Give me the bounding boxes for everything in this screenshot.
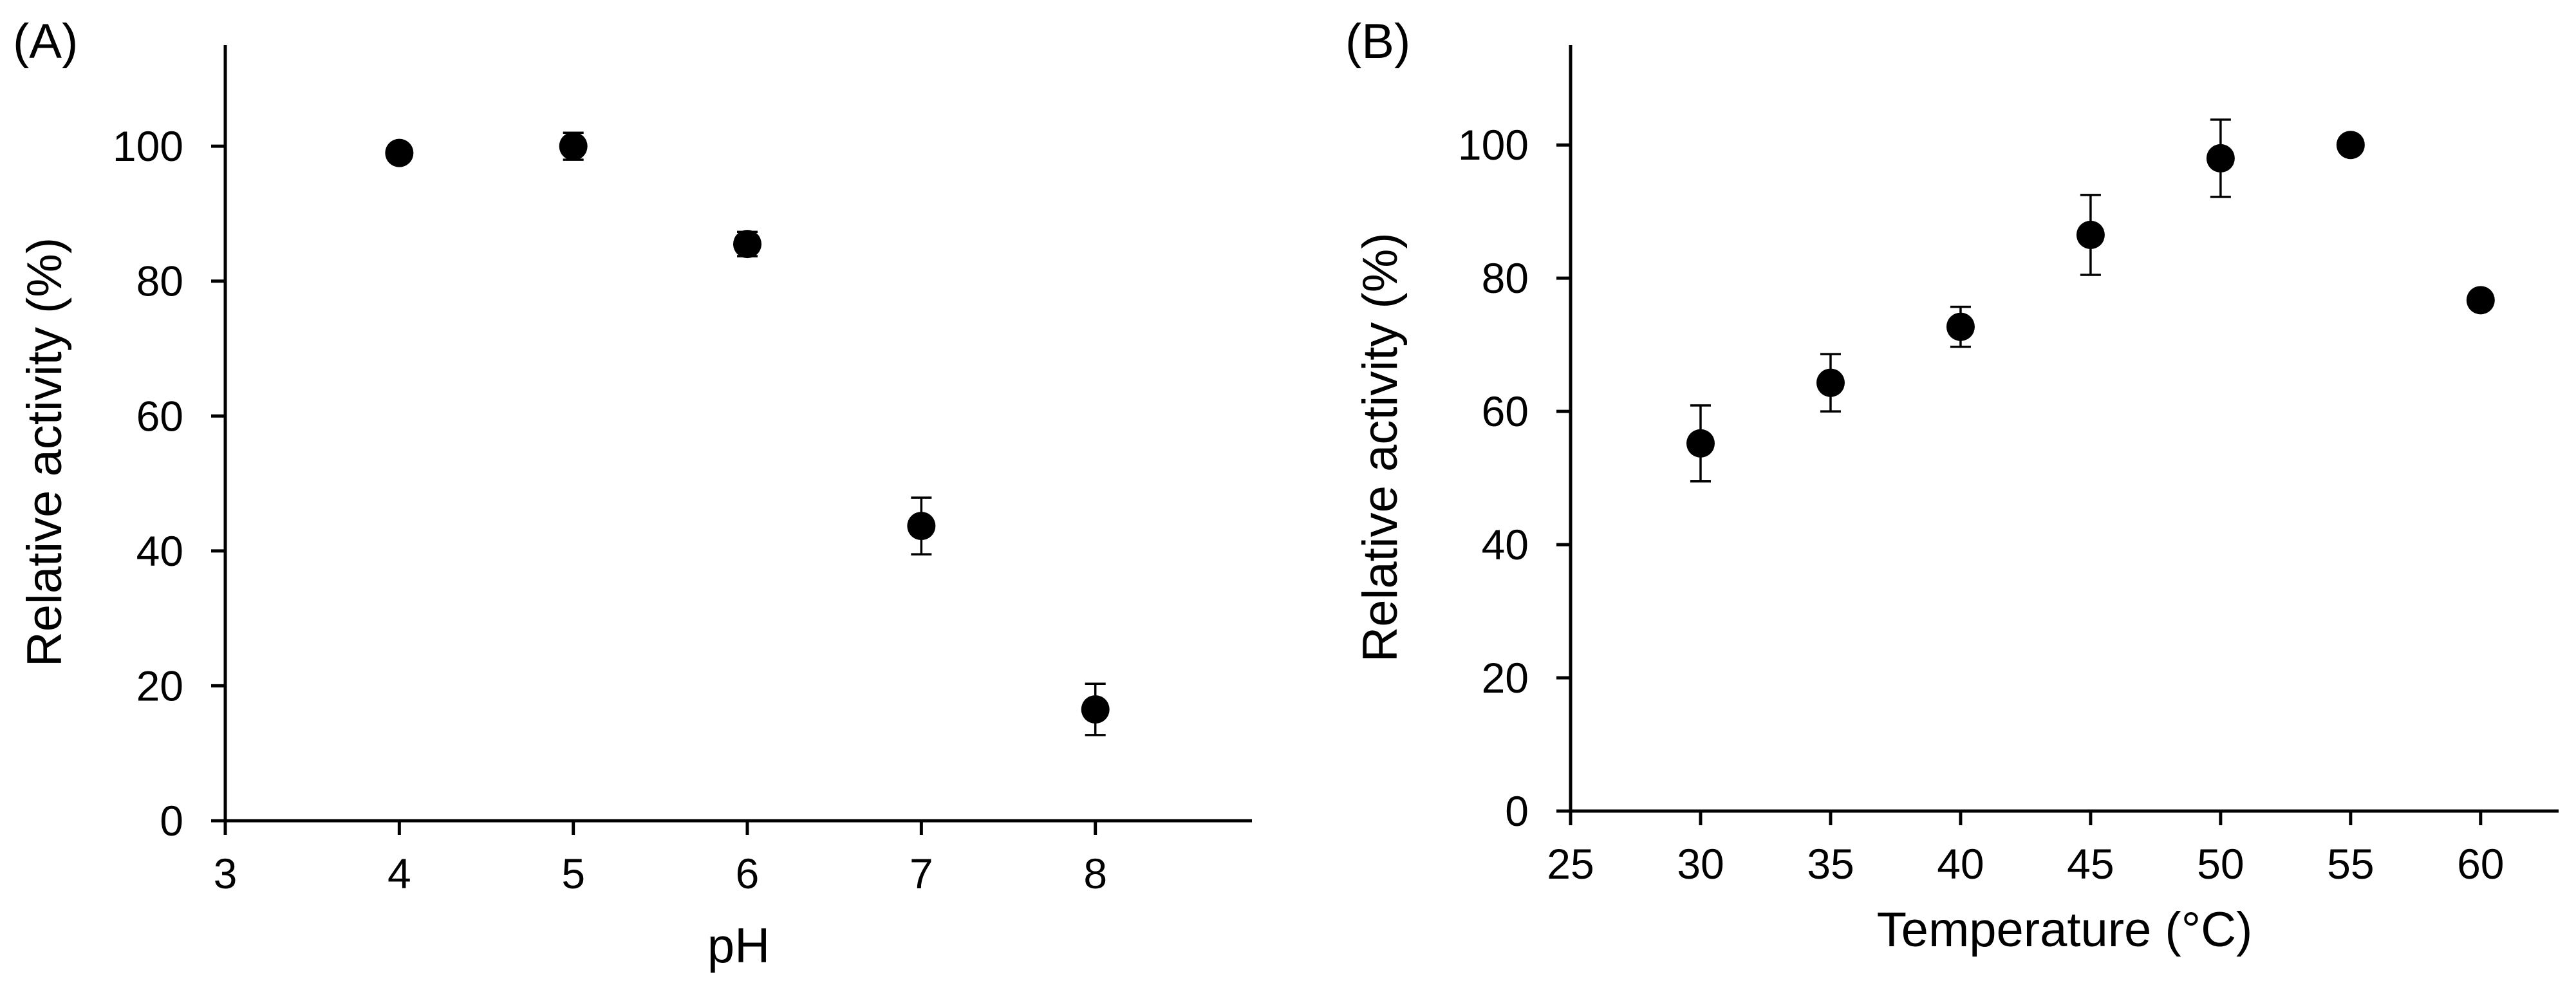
panel-a-y-tick-label: 20	[136, 662, 183, 709]
panel-a-x-tick-label: 5	[561, 850, 585, 897]
panel-b-data-point	[2336, 131, 2365, 160]
panel-b-y-tick-label: 80	[1482, 254, 1529, 302]
panel-a-label: (A)	[13, 14, 78, 69]
panel-b-x-axis-title: Temperature (°C)	[1877, 902, 2253, 957]
panel-b: 0 20 40 60 80 100 25 30 35 40 45 50 55 60 Temperature …	[1345, 14, 2559, 957]
panel-b-data-point	[2206, 144, 2235, 173]
panel-a-x-tick-label: 3	[214, 850, 238, 897]
panel-b-x-tick-label: 60	[2457, 840, 2504, 888]
panel-b-x-tick-label: 25	[1547, 840, 1594, 888]
panel-a-y-tick-label: 80	[136, 257, 183, 305]
panel-b-x-tick-label: 35	[1807, 840, 1854, 888]
panel-b-data-point	[1946, 312, 1975, 341]
panel-a-data-point	[1081, 695, 1110, 724]
panel-b-data-point	[1686, 429, 1715, 458]
panel-a-data-point	[733, 230, 762, 259]
panel-a-x-tick-label: 7	[910, 850, 933, 897]
panel-a-data-point	[385, 138, 414, 167]
panel-a-y-tick-label: 100	[113, 122, 183, 170]
panel-b-x-tick-label: 55	[2327, 840, 2374, 888]
panel-a-x-tick-label: 4	[387, 850, 411, 897]
panel-b-data-point	[1816, 368, 1845, 397]
panel-b-y-axis-title: Relative activity (%)	[1353, 232, 1408, 662]
panel-a-y-axis-title: Relative activity (%)	[17, 238, 72, 667]
panel-b-y-tick-label: 0	[1505, 787, 1529, 835]
panel-a-y-tick-label: 0	[160, 797, 183, 845]
panel-a: 0 20 40 60 80 100 3 4 5 6 7 8 pH Relative activity (%…	[13, 14, 1252, 973]
panel-a-x-axis-title: pH	[707, 919, 770, 973]
panel-a-x-tick-label: 8	[1083, 850, 1107, 897]
panel-a-data-point	[907, 512, 936, 541]
panel-b-y-tick-label: 100	[1458, 121, 1529, 169]
panel-a-data-point	[559, 132, 588, 161]
panel-b-x-tick-label: 50	[2197, 840, 2244, 888]
panel-a-y-tick-label: 60	[136, 392, 183, 440]
panel-b-y-tick-label: 60	[1482, 388, 1529, 435]
panel-a-x-tick-label: 6	[736, 850, 760, 897]
panel-a-y-tick-label: 40	[136, 527, 183, 575]
panel-b-data-point	[2076, 220, 2105, 249]
panel-b-y-tick-label: 40	[1482, 521, 1529, 568]
panel-b-x-tick-label: 40	[1937, 840, 1984, 888]
panel-b-y-tick-label: 20	[1482, 654, 1529, 702]
panel-b-x-tick-label: 30	[1677, 840, 1724, 888]
panel-b-x-tick-label: 45	[2067, 840, 2114, 888]
panel-b-label: (B)	[1345, 14, 1410, 69]
panel-b-data-point	[2466, 286, 2495, 315]
